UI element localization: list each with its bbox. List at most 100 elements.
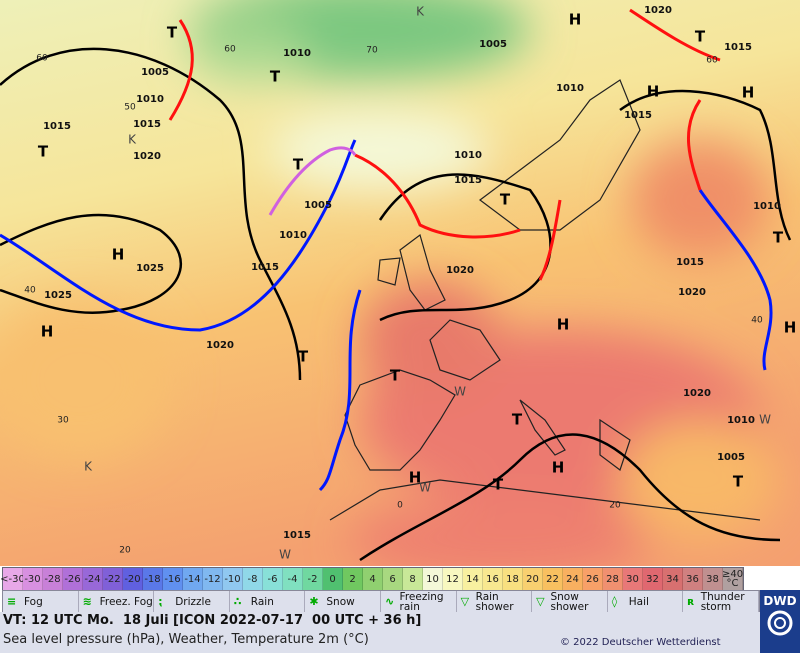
legend-item: ◊ Hail xyxy=(608,591,684,613)
latitude-label: 40 xyxy=(751,316,763,326)
scale-cell: 24 xyxy=(563,568,583,590)
isobar-label: 1010 xyxy=(136,94,164,105)
isobar-label: 1010 xyxy=(279,230,307,241)
scale-cell: -30 xyxy=(23,568,43,590)
scale-cell: 22 xyxy=(543,568,563,590)
latitude-label: 40 xyxy=(24,286,36,296)
isobar-label: 1025 xyxy=(44,290,72,301)
isobar-label: 1015 xyxy=(676,257,704,268)
isobar-label: 1015 xyxy=(283,530,311,541)
scale-cell: 14 xyxy=(463,568,483,590)
legend-icon: ≋ xyxy=(82,595,92,608)
legend-label: Snow shower xyxy=(550,591,589,613)
isobar-label: 1020 xyxy=(644,5,672,16)
high-center: H xyxy=(557,316,570,334)
isobars xyxy=(0,47,792,562)
high-center: H xyxy=(569,11,582,29)
logo-icon xyxy=(767,610,793,636)
warm-front xyxy=(686,99,702,191)
isobar-label: 1020 xyxy=(683,388,711,399)
scale-cell: 2 xyxy=(343,568,363,590)
scale-cell: 0 xyxy=(323,568,343,590)
scale-cell: 8 xyxy=(403,568,423,590)
legend-icon: ▽ xyxy=(460,595,470,608)
legend-label: Rain shower xyxy=(475,591,514,613)
map-labels: 1005 1010 1015 1020 1015 1025 1025 1020 1015 1010… xyxy=(24,5,796,562)
isobar-label: 1005 xyxy=(141,67,169,78)
legend-label: Freezing rain xyxy=(399,591,444,613)
latitude-label: 0 xyxy=(397,501,403,511)
scale-cell: 12 xyxy=(443,568,463,590)
footer: VT: 12 UTC Mo. 18 Juli [ICON 2022-07-17 … xyxy=(0,612,760,653)
scale-cell: <-30 xyxy=(0,568,25,590)
high-center: H xyxy=(784,319,797,337)
scale-cell: 10 xyxy=(423,568,443,590)
low-center: T xyxy=(733,473,744,491)
cold-front xyxy=(698,189,773,371)
legend-icon: ∿ xyxy=(384,595,395,608)
scale-cell: -10 xyxy=(223,568,243,590)
color-scale: <-30 -30 -28 -26 -24 -22 -20 -18 -16 -14 -12 -10 -8-… xyxy=(0,567,744,591)
latitude-label: 20 xyxy=(609,501,621,511)
weather-legend: ≡ Fog ≋ Freez. Fog ⁏ Drizzle ∴ Rain ✱ Snow ∿ Freezi… xyxy=(2,590,760,614)
isobar-label: 1020 xyxy=(206,340,234,351)
high-center: H xyxy=(41,323,54,341)
legend-item: ⁏ Drizzle xyxy=(154,591,230,613)
isobar-label: 1020 xyxy=(446,265,474,276)
scale-cell: -4 xyxy=(283,568,303,590)
low-center: T xyxy=(38,143,49,161)
isobar-label: 1010 xyxy=(283,48,311,59)
low-center: T xyxy=(493,476,504,494)
low-center: T xyxy=(773,229,784,247)
scale-cell: 16 xyxy=(483,568,503,590)
map: 1005 1010 1015 1020 1015 1025 1025 1020 1015 1010… xyxy=(0,0,800,566)
isobar-label: 1015 xyxy=(251,262,279,273)
scale-cell: 18 xyxy=(503,568,523,590)
latitude-label: 60 xyxy=(706,56,718,66)
isobar-label: 1010 xyxy=(556,83,584,94)
legend-icon: ≡ xyxy=(7,595,17,608)
latitude-label: 70 xyxy=(366,46,378,56)
low-center: T xyxy=(695,28,706,46)
legend-icon: ∴ xyxy=(233,595,242,608)
occluded-front xyxy=(268,146,357,216)
mark-label: K xyxy=(84,460,93,474)
legend-item: ∿ Freezing rain xyxy=(381,591,457,613)
scale-cell: -22 xyxy=(103,568,123,590)
scale-cell: 30 xyxy=(623,568,643,590)
scale-cell: 26 xyxy=(583,568,603,590)
legend-item: ▽ Snow shower xyxy=(532,591,608,613)
mark-label: W xyxy=(279,548,291,562)
isobar-label: 1015 xyxy=(624,110,652,121)
scale-cell: 4 xyxy=(363,568,383,590)
mark-label: W xyxy=(419,481,431,495)
legend-item: ∴ Rain xyxy=(230,591,306,613)
copyright: © 2022 Deutscher Wetterdienst xyxy=(560,637,721,648)
low-center: T xyxy=(167,24,178,42)
isobar-label: 1010 xyxy=(727,415,755,426)
isobar-label: 1005 xyxy=(479,39,507,50)
legend-label: Snow xyxy=(326,596,355,608)
legend-label: Fog xyxy=(24,596,43,608)
warm-front xyxy=(354,153,521,239)
legend-label: Rain xyxy=(250,596,274,608)
scale-cell: 34 xyxy=(663,568,683,590)
low-center: T xyxy=(500,191,511,209)
isobar-label: 1015 xyxy=(43,121,71,132)
legend-label: Hail xyxy=(628,596,649,608)
scale-cell: 38 xyxy=(703,568,723,590)
isobar-label: 1020 xyxy=(133,151,161,162)
caption: Sea level pressure (hPa), Weather, Tempe… xyxy=(3,632,369,647)
temperature-blobs xyxy=(0,0,780,566)
legend-item: ✱ Snow xyxy=(305,591,381,613)
scale-cell: -8 xyxy=(243,568,263,590)
cold-front xyxy=(318,289,362,492)
high-center: H xyxy=(742,84,755,102)
scale-cell: 36 xyxy=(683,568,703,590)
scale-cell: -16 xyxy=(163,568,183,590)
legend-icon: ▽ xyxy=(536,595,545,608)
scale-cell: 28 xyxy=(603,568,623,590)
isobar-label: 1010 xyxy=(753,201,781,212)
isobar-label: 1025 xyxy=(136,263,164,274)
